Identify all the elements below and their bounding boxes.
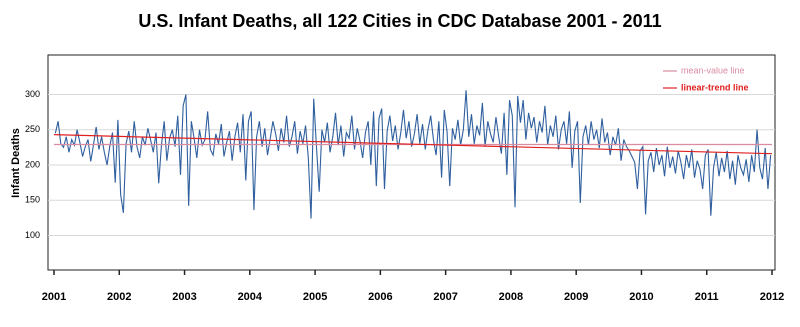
x-tick-label: 2002 xyxy=(107,291,131,303)
x-tick-label: 2005 xyxy=(303,291,327,303)
x-tick-label: 2010 xyxy=(629,291,653,303)
y-tick-label: 150 xyxy=(25,195,40,205)
legend-label: linear-trend line xyxy=(681,82,749,92)
x-tick-label: 2004 xyxy=(238,291,263,303)
chart-title: U.S. Infant Deaths, all 122 Cities in CD… xyxy=(138,11,661,31)
y-tick-label: 300 xyxy=(25,89,40,99)
x-tick-label: 2003 xyxy=(172,291,196,303)
x-tick-label: 2009 xyxy=(564,291,588,303)
y-tick-label: 250 xyxy=(25,124,40,134)
x-tick-label: 2001 xyxy=(42,291,66,303)
x-tick-label: 2012 xyxy=(760,291,784,303)
x-tick-label: 2008 xyxy=(499,291,523,303)
x-tick-label: 2007 xyxy=(433,291,457,303)
reference-line xyxy=(53,134,773,155)
x-tick-label: 2011 xyxy=(695,291,719,303)
x-tick-label: 2006 xyxy=(368,291,392,303)
y-axis-label: Infant Deaths xyxy=(10,128,22,198)
plot-frame xyxy=(47,54,776,271)
y-tick-label: 100 xyxy=(25,230,40,240)
legend-label: mean-value line xyxy=(681,65,745,75)
y-tick-label: 200 xyxy=(25,159,40,169)
data-line xyxy=(54,90,772,219)
